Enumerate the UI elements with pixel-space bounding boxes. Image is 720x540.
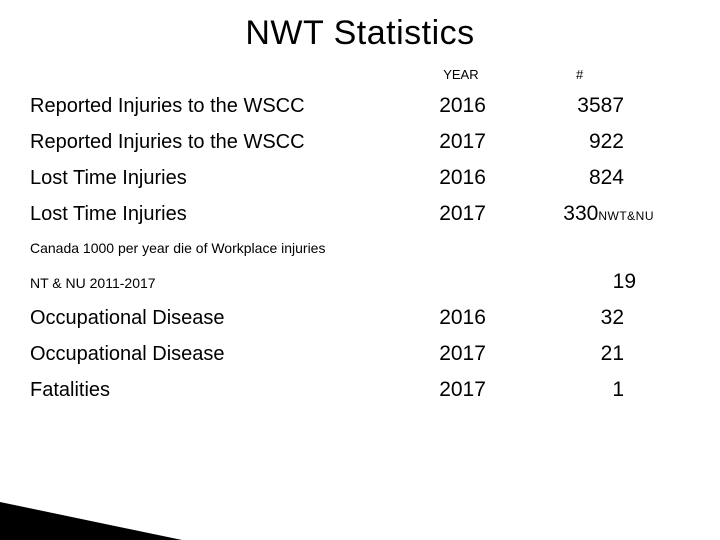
table-row: Occupational Disease201721: [30, 336, 690, 372]
slide: NWT Statistics YEAR # Reported Injuries …: [0, 0, 720, 540]
sub-label: NT & NU 2011-2017: [30, 264, 558, 300]
row-label: Reported Injuries to the WSCC: [30, 88, 439, 124]
row-year: 2017: [439, 336, 558, 372]
row-value: 1: [558, 372, 690, 408]
table-row: Reported Injuries to the WSCC20163587: [30, 88, 690, 124]
note-text: Canada 1000 per year die of Workplace in…: [30, 232, 690, 264]
row-label: Fatalities: [30, 372, 439, 408]
table-row: Lost Time Injuries2017330NWT&NU: [30, 196, 690, 232]
row-label: Lost Time Injuries: [30, 196, 439, 232]
row-value: 922: [558, 124, 690, 160]
row-year: 2016: [439, 160, 558, 196]
header-num: #: [558, 67, 690, 88]
row-value: 32: [558, 300, 690, 336]
table-row: Lost Time Injuries2016824: [30, 160, 690, 196]
row-year: 2017: [439, 196, 558, 232]
table-row: Reported Injuries to the WSCC2017922: [30, 124, 690, 160]
row-label: Lost Time Injuries: [30, 160, 439, 196]
row-value: 330NWT&NU: [558, 196, 690, 232]
row-label: Reported Injuries to the WSCC: [30, 124, 439, 160]
decorative-wedge: [0, 502, 230, 540]
value-suffix: NWT&NU: [598, 209, 654, 223]
header-year: YEAR: [439, 67, 558, 88]
row-label: Occupational Disease: [30, 336, 439, 372]
row-year: 2017: [439, 124, 558, 160]
row-value: 21: [558, 336, 690, 372]
table-header-row: YEAR #: [30, 67, 690, 88]
table-row: Fatalities20171: [30, 372, 690, 408]
row-year: 2017: [439, 372, 558, 408]
table-row: Occupational Disease201632: [30, 300, 690, 336]
table-row: Canada 1000 per year die of Workplace in…: [30, 232, 690, 264]
row-value: 3587: [558, 88, 690, 124]
table-row: NT & NU 2011-201719: [30, 264, 690, 300]
header-blank: [30, 67, 439, 88]
stats-table: YEAR # Reported Injuries to the WSCC2016…: [30, 67, 690, 408]
sub-value: 19: [558, 264, 690, 300]
row-value: 824: [558, 160, 690, 196]
row-year: 2016: [439, 88, 558, 124]
table-body: Reported Injuries to the WSCC20163587Rep…: [30, 88, 690, 408]
row-year: 2016: [439, 300, 558, 336]
row-label: Occupational Disease: [30, 300, 439, 336]
page-title: NWT Statistics: [30, 14, 690, 53]
